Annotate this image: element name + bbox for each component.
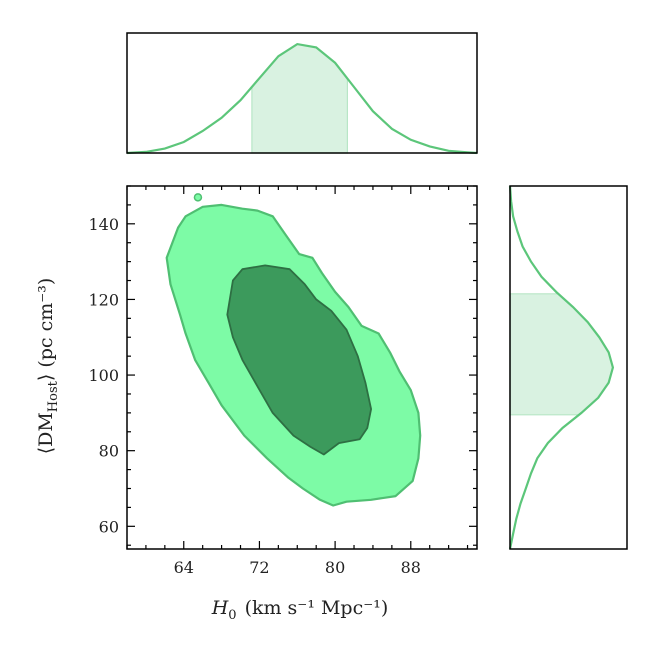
x-tick-label: 88	[401, 558, 421, 577]
y-marginal-panel	[508, 185, 628, 550]
y-axis-units: ⟩ (pc cm⁻³)	[35, 278, 57, 381]
outlier-point	[193, 193, 203, 202]
joint-panel: 64 72 80 88 60 80 100 120 140	[88, 185, 478, 577]
x-tick-label: 72	[249, 558, 269, 577]
x-marginal-frame	[126, 32, 478, 154]
y-tick-label: 140	[88, 215, 119, 234]
x-tick-label: 80	[325, 558, 345, 577]
y-axis-subscript: Host	[46, 380, 61, 412]
x-tick-labels: 64 72 80 88	[174, 558, 421, 577]
x-tick-label: 64	[174, 558, 194, 577]
x-axis-title: H0 (km s⁻¹ Mpc⁻¹)	[211, 597, 389, 623]
inner-contour-region	[226, 264, 372, 456]
y-tick-label: 120	[88, 290, 119, 309]
y-tick-label: 80	[99, 442, 119, 461]
joint-frame	[126, 185, 478, 550]
y-marginal-frame	[509, 185, 628, 550]
x-marginal-panel	[126, 32, 478, 155]
y-marginal-density-curve	[508, 185, 615, 550]
y-tick-label: 60	[99, 517, 119, 536]
y-marginal-interval-fill	[509, 293, 614, 416]
x-axis-subscript: 0	[228, 608, 236, 623]
x-axis-symbol: H	[211, 597, 229, 619]
y-axis-title: ⟨DMHost⟩ (pc cm⁻³)	[35, 278, 61, 455]
y-tick-label: 100	[88, 366, 119, 385]
y-axis-symbol: ⟨DM	[35, 412, 57, 454]
x-axis-units: (km s⁻¹ Mpc⁻¹)	[245, 597, 389, 619]
y-tick-labels: 60 80 100 120 140	[88, 215, 119, 537]
x-marginal-density-curve	[126, 42, 478, 155]
